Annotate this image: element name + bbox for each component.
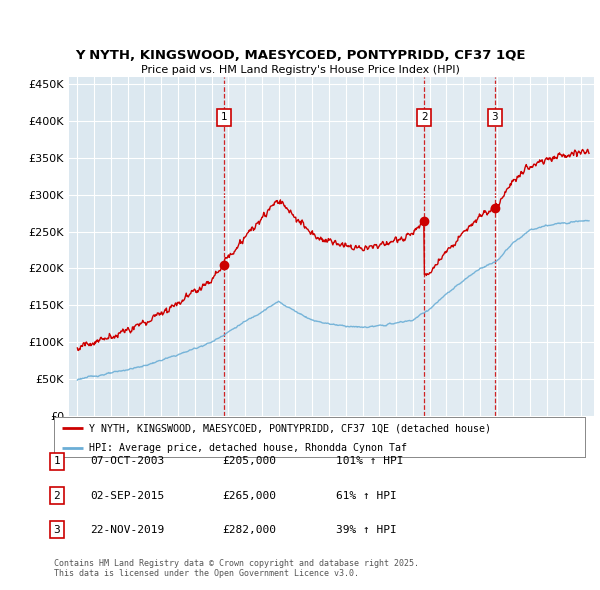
Text: HPI: Average price, detached house, Rhondda Cynon Taf: HPI: Average price, detached house, Rhon… [89,444,407,454]
Text: 3: 3 [53,525,61,535]
Bar [224,77,594,416]
Text: 07-OCT-2003: 07-OCT-2003 [90,457,164,466]
Text: 22-NOV-2019: 22-NOV-2019 [90,525,164,535]
Text: £282,000: £282,000 [222,525,276,535]
Text: 3: 3 [491,113,498,122]
Text: 1: 1 [221,113,227,122]
Text: 101% ↑ HPI: 101% ↑ HPI [336,457,404,466]
Text: 2: 2 [53,491,61,500]
Text: Contains HM Land Registry data © Crown copyright and database right 2025.: Contains HM Land Registry data © Crown c… [54,559,419,568]
Text: £265,000: £265,000 [222,491,276,500]
Text: Y NYTH, KINGSWOOD, MAESYCOED, PONTYPRIDD, CF37 1QE (detached house): Y NYTH, KINGSWOOD, MAESYCOED, PONTYPRIDD… [89,424,491,434]
Text: 61% ↑ HPI: 61% ↑ HPI [336,491,397,500]
Text: 02-SEP-2015: 02-SEP-2015 [90,491,164,500]
Text: Price paid vs. HM Land Registry's House Price Index (HPI): Price paid vs. HM Land Registry's House … [140,65,460,75]
Text: This data is licensed under the Open Government Licence v3.0.: This data is licensed under the Open Gov… [54,569,359,578]
Text: Y NYTH, KINGSWOOD, MAESYCOED, PONTYPRIDD, CF37 1QE: Y NYTH, KINGSWOOD, MAESYCOED, PONTYPRIDD… [75,49,525,62]
Text: £205,000: £205,000 [222,457,276,466]
Text: 2: 2 [421,113,427,122]
Text: 39% ↑ HPI: 39% ↑ HPI [336,525,397,535]
Text: 1: 1 [53,457,61,466]
